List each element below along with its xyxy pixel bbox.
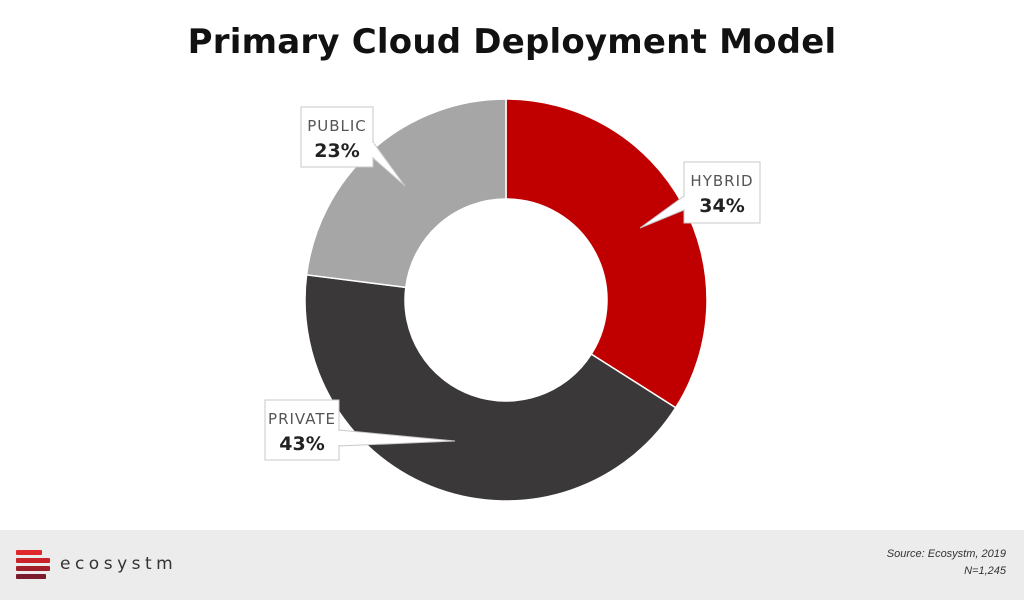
logo-bar-2 <box>16 558 50 563</box>
slice-label: HYBRID <box>690 172 753 190</box>
source-text: Source: Ecosystm, 2019 <box>886 548 1006 560</box>
logo-bar-3 <box>16 566 50 571</box>
brand-name: ecosystm <box>60 554 178 574</box>
callout-hybrid: HYBRID 34% <box>639 161 761 229</box>
slice-value-label: 43% <box>279 433 324 455</box>
slice-value-label: 23% <box>314 140 359 162</box>
slice-label: PUBLIC <box>307 117 367 135</box>
slice-private <box>304 273 677 502</box>
chart-title: Primary Cloud Deployment Model <box>187 22 837 62</box>
logo-bar-4 <box>16 574 46 579</box>
donut-slices <box>304 98 708 502</box>
donut-chart: HYBRID 34% PRIVATE 43% PUBLIC 23% <box>264 98 761 502</box>
sample-size: N=1,245 <box>964 565 1006 577</box>
footer: ecosystm Source: Ecosystm, 2019 N=1,245 <box>0 530 1024 600</box>
ecosystm-logo: ecosystm <box>16 548 236 582</box>
callout-box <box>300 106 374 168</box>
slice-value-label: 34% <box>699 195 744 217</box>
callout-private: PRIVATE 43% <box>264 399 456 461</box>
callout-box <box>683 161 761 224</box>
source-note: Source: Ecosystm, 2019 N=1,245 <box>887 546 1006 580</box>
logo-bar-1 <box>16 550 42 555</box>
callout-box <box>264 399 340 461</box>
callouts: HYBRID 34% PRIVATE 43% PUBLIC 23% <box>264 106 761 461</box>
callout-public: PUBLIC 23% <box>300 106 406 187</box>
slice-public <box>305 98 507 289</box>
slice-label: PRIVATE <box>268 410 336 428</box>
slice-hybrid <box>505 98 708 409</box>
